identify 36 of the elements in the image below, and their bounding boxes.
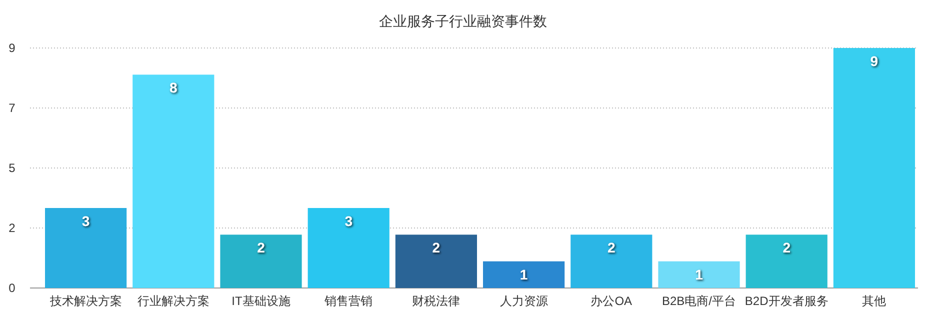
bar bbox=[395, 234, 477, 288]
data-label: 3 bbox=[344, 213, 353, 229]
bar bbox=[220, 234, 302, 288]
x-tick-label: 销售营销 bbox=[324, 294, 373, 308]
data-label: 1 bbox=[520, 266, 528, 282]
bar bbox=[570, 234, 652, 288]
data-label: 1 bbox=[695, 266, 704, 282]
x-tick-label: IT基础设施 bbox=[232, 294, 290, 308]
data-label: 3 bbox=[82, 213, 90, 229]
bar bbox=[308, 208, 390, 288]
bar bbox=[833, 48, 915, 288]
x-tick-label: 人力资源 bbox=[500, 294, 548, 308]
y-tick-label: 7 bbox=[8, 101, 16, 115]
data-label: 8 bbox=[170, 80, 178, 96]
data-label: 2 bbox=[782, 240, 791, 256]
x-tick-label: 其他 bbox=[862, 294, 886, 308]
data-label: 2 bbox=[608, 240, 616, 256]
y-tick-label: 0 bbox=[8, 281, 16, 295]
data-label: 2 bbox=[432, 240, 440, 256]
x-tick-label: 行业解决方案 bbox=[137, 294, 210, 308]
y-tick-label: 5 bbox=[8, 161, 16, 175]
data-label: 9 bbox=[870, 53, 878, 69]
bar bbox=[483, 261, 565, 288]
x-tick-label: 技术解决方案 bbox=[48, 294, 122, 308]
bar bbox=[45, 208, 127, 288]
y-tick-label: 9 bbox=[8, 41, 16, 55]
chart-title: 企业服务子行业融资事件数 bbox=[379, 13, 547, 29]
data-label: 2 bbox=[257, 240, 266, 256]
bar bbox=[132, 74, 214, 288]
x-tick-label: B2B电商/平台 bbox=[662, 294, 736, 308]
x-tick-label: 财税法律 bbox=[412, 294, 460, 308]
y-tick-label: 2 bbox=[8, 221, 16, 235]
bar bbox=[746, 234, 828, 288]
bar bbox=[658, 261, 740, 288]
x-tick-label: B2D开发者服务 bbox=[744, 294, 828, 308]
x-tick-label: 办公OA bbox=[590, 294, 632, 308]
